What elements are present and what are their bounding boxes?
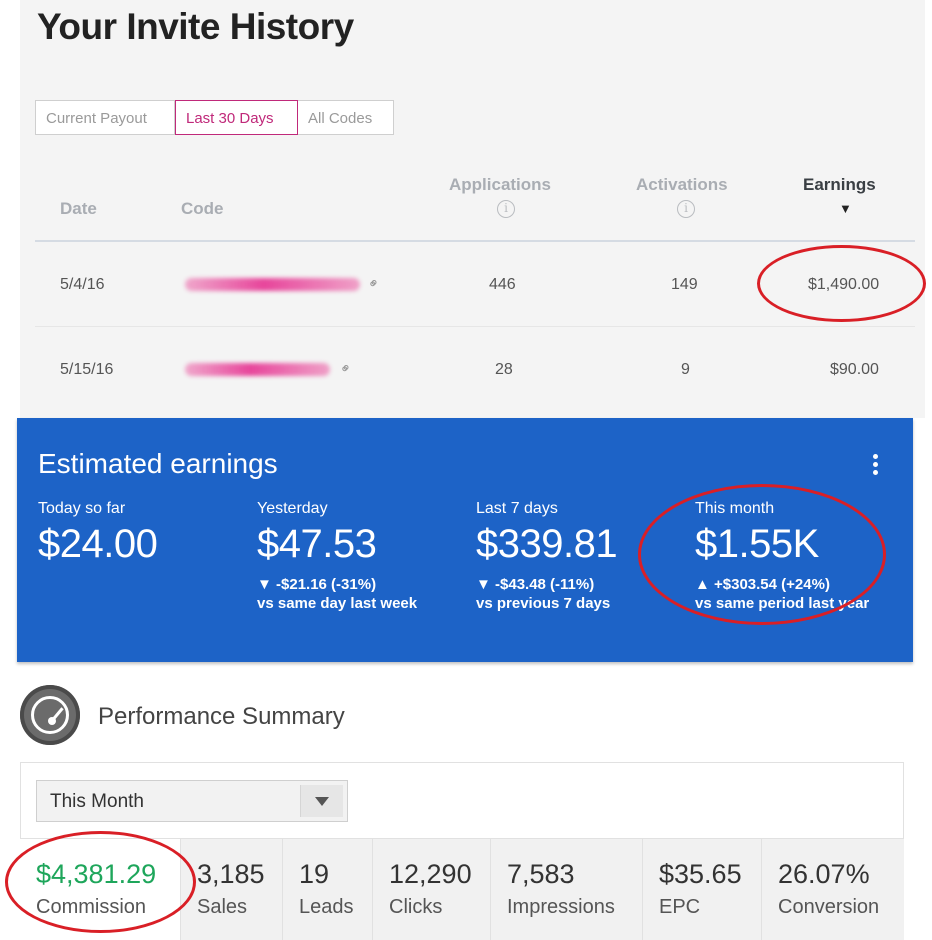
annotation-circle-this-month	[638, 484, 886, 625]
metric-comparison: vs previous 7 days	[476, 595, 611, 612]
annotation-circle-earnings	[757, 245, 926, 322]
tab-all-codes[interactable]: All Codes	[298, 100, 394, 135]
performance-summary-title: Performance Summary	[98, 703, 345, 730]
stat-label: Conversion	[778, 896, 880, 918]
stat-sales: 3,185 Sales	[180, 839, 282, 940]
stat-leads: 19 Leads	[282, 839, 372, 940]
metric-value: $47.53	[257, 522, 377, 566]
stat-label: EPC	[659, 896, 701, 918]
stat-value: 19	[299, 859, 330, 889]
metric-change: ▼ -$43.48 (-11%)	[476, 576, 595, 593]
metric-yesterday: Yesterday $47.53 ▼ -$21.16 (-31%) vs sam…	[257, 500, 467, 613]
column-header-applications[interactable]: Applications	[449, 175, 552, 194]
metric-value: $339.81	[476, 522, 618, 566]
activations-info-icon[interactable]: i	[677, 200, 695, 218]
metric-value: $24.00	[38, 522, 158, 566]
tab-current-payout[interactable]: Current Payout	[35, 100, 175, 135]
table-header-divider	[35, 240, 915, 242]
period-select[interactable]: This Month	[36, 780, 348, 822]
link-icon[interactable]: ⚭	[335, 358, 356, 378]
more-options-icon[interactable]	[873, 454, 879, 478]
row-1-code-redacted	[185, 278, 360, 291]
column-header-date[interactable]: Date	[60, 199, 97, 218]
tab-last-30-days[interactable]: Last 30 Days	[175, 100, 298, 135]
applications-info-icon[interactable]: i	[497, 200, 515, 218]
metric-last-7-days: Last 7 days $339.81 ▼ -$43.48 (-11%) vs …	[476, 500, 686, 613]
speedometer-icon	[20, 685, 80, 745]
metric-comparison: vs same day last week	[257, 595, 418, 612]
stat-value: 7,583	[507, 859, 575, 889]
row-2-applications: 28	[495, 361, 513, 378]
column-header-earnings[interactable]: Earnings	[803, 175, 876, 194]
row-2-activations: 9	[681, 361, 690, 378]
column-header-code[interactable]: Code	[181, 199, 224, 218]
metric-today: Today so far $24.00	[38, 500, 248, 567]
stat-label: Sales	[197, 896, 248, 918]
stat-epc: $35.65 EPC	[642, 839, 761, 940]
stat-impressions: 7,583 Impressions	[490, 839, 642, 940]
row-1-applications: 446	[489, 276, 516, 293]
metric-label: Last 7 days	[476, 500, 558, 517]
stat-value: 12,290	[389, 859, 472, 889]
stat-label: Clicks	[389, 896, 443, 918]
invite-history-panel: Your Invite History Current Payout Last …	[20, 0, 925, 418]
stat-clicks: 12,290 Clicks	[372, 839, 490, 940]
column-header-activations[interactable]: Activations	[636, 175, 728, 194]
row-2-code-redacted	[185, 363, 330, 376]
row-1-date: 5/4/16	[60, 276, 105, 293]
page-title: Your Invite History	[37, 6, 354, 47]
stat-label: Leads	[299, 896, 354, 918]
stat-value: $35.65	[659, 859, 742, 889]
chevron-down-icon	[315, 797, 329, 806]
metric-change: ▼ -$21.16 (-31%)	[257, 576, 377, 593]
stat-value: 3,185	[197, 859, 265, 889]
period-select-toggle[interactable]	[300, 785, 343, 817]
sort-descending-icon[interactable]: ▼	[839, 201, 852, 216]
earnings-card-title: Estimated earnings	[38, 448, 278, 479]
row-divider	[35, 326, 915, 327]
stat-value: 26.07%	[778, 859, 870, 889]
annotation-circle-commission	[5, 831, 196, 933]
metric-label: Today so far	[38, 500, 126, 517]
period-tabs: Current Payout Last 30 Days All Codes	[35, 100, 394, 135]
row-2-date: 5/15/16	[60, 361, 114, 378]
row-2-earnings: $90.00	[830, 361, 879, 378]
link-icon[interactable]: ⚭	[363, 273, 384, 293]
stat-conversion: 26.07% Conversion	[761, 839, 904, 940]
row-1-activations: 149	[671, 276, 698, 293]
period-select-value: This Month	[50, 791, 144, 812]
metric-label: Yesterday	[257, 500, 328, 517]
stat-label: Impressions	[507, 896, 615, 918]
